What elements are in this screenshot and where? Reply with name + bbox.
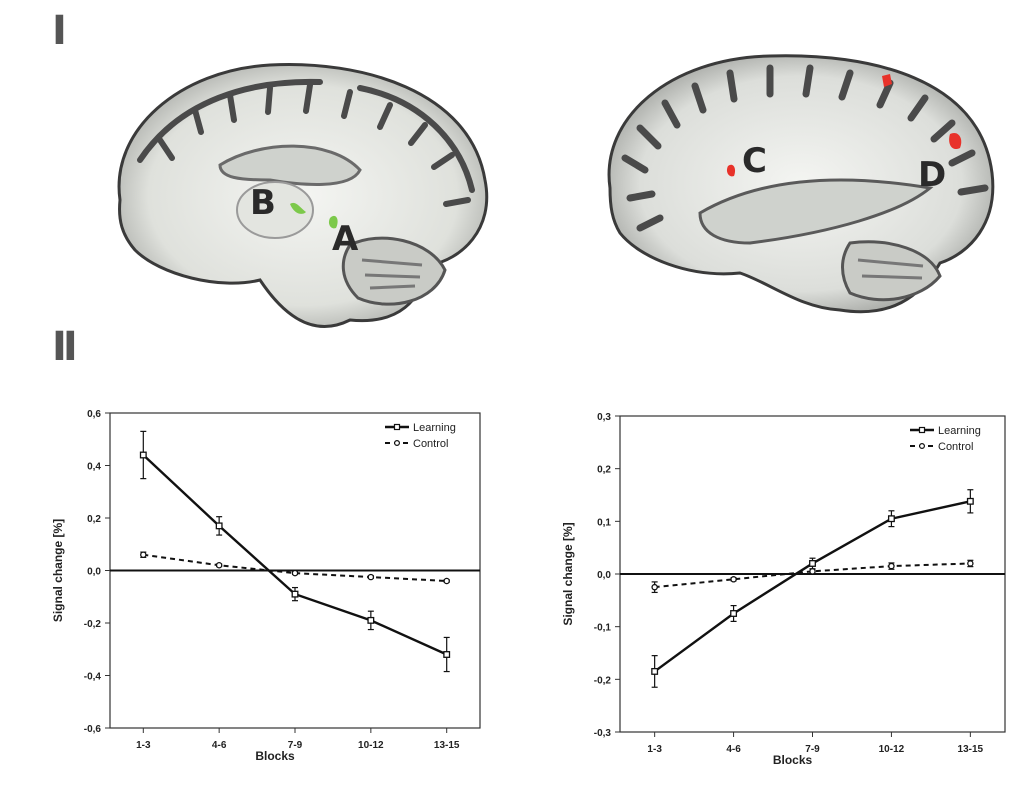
data-point (443, 651, 451, 658)
x-tick-label: 10-12 (879, 744, 905, 755)
y-tick-label: -0,4 (84, 672, 102, 683)
x-tick-label: 1-3 (647, 744, 662, 755)
data-point (140, 551, 147, 558)
region-c-label: C (742, 141, 767, 181)
y-tick-label: 0,4 (87, 462, 101, 473)
data-point (215, 561, 223, 569)
series-line-learning (653, 500, 971, 673)
data-point (887, 515, 895, 523)
y-tick-label: 0,6 (87, 409, 101, 420)
legend-marker (919, 442, 926, 449)
y-tick-label: 0,0 (597, 570, 611, 581)
data-point (966, 497, 974, 505)
x-tick-label: 10-12 (358, 740, 384, 751)
legend-label: Learning (938, 425, 981, 437)
region-d-label: D (918, 155, 946, 195)
x-tick-label: 4-6 (726, 744, 741, 755)
data-point (730, 576, 737, 583)
x-axis-label: Blocks (773, 753, 813, 767)
series-line-control (654, 562, 971, 589)
legend-marker (394, 439, 401, 446)
data-point (291, 569, 299, 577)
legend-marker (393, 423, 401, 431)
y-tick-label: 0,2 (597, 465, 611, 476)
x-tick-label: 1-3 (136, 740, 151, 751)
y-tick-label: 0,1 (597, 517, 611, 528)
region-b-blob (290, 202, 306, 214)
y-tick-label: 0,3 (597, 412, 611, 423)
y-axis-label: Signal change [%] (51, 519, 65, 622)
y-tick-label: -0,6 (84, 724, 102, 735)
data-point (139, 451, 147, 459)
data-point (967, 560, 974, 567)
data-point (367, 573, 375, 581)
x-tick-label: 4-6 (212, 740, 227, 751)
y-axis-label: Signal change [%] (561, 522, 575, 625)
region-d-blob (949, 132, 962, 150)
data-point (809, 568, 816, 575)
legend-label: Control (413, 438, 448, 450)
y-tick-label: 0,2 (87, 514, 101, 525)
x-tick-label: 7-9 (805, 744, 820, 755)
x-tick-label: 13-15 (958, 744, 984, 755)
data-point (443, 577, 450, 585)
data-point (730, 610, 738, 617)
data-point (888, 562, 895, 570)
y-tick-label: -0,3 (594, 728, 612, 739)
y-tick-label: 0,0 (87, 567, 101, 578)
data-point (651, 667, 659, 675)
data-point (651, 583, 658, 591)
x-tick-label: 7-9 (288, 740, 303, 751)
region-b-label: B (250, 183, 276, 223)
panel-label-top: I (52, 8, 67, 54)
data-point (367, 616, 375, 624)
chart-left: -0,6 -0,4 -0,2 0,0 0,2 0,4 0,6 1-3 4-6 7-9 10-12 13… (51, 409, 481, 763)
data-point (809, 560, 816, 567)
legend-label: Learning (413, 422, 456, 434)
brain-image-right: C D (607, 54, 995, 314)
region-c-blob (726, 164, 736, 177)
y-tick-label: -0,2 (594, 675, 612, 686)
y-tick-label: -0,1 (594, 623, 612, 634)
region-top-blob (882, 74, 892, 87)
region-a-blob (328, 215, 338, 229)
legend-label: Control (938, 441, 973, 453)
series-line-control (143, 553, 447, 582)
y-tick-label: -0,2 (84, 619, 102, 630)
series-line-learning (142, 454, 448, 656)
brain-image-left: B A (117, 62, 489, 328)
chart-right: -0,3 -0,2 -0,1 0,0 0,1 0,2 0,3 1-3 4-6 7-9 10-12 13… (561, 412, 1006, 767)
panel-label-bottom: II (52, 324, 78, 370)
x-tick-label: 13-15 (434, 740, 460, 751)
data-point (215, 522, 223, 530)
x-axis-label: Blocks (255, 749, 295, 763)
region-a-label: A (332, 219, 359, 259)
legend-marker (918, 426, 926, 434)
data-point (291, 590, 299, 598)
